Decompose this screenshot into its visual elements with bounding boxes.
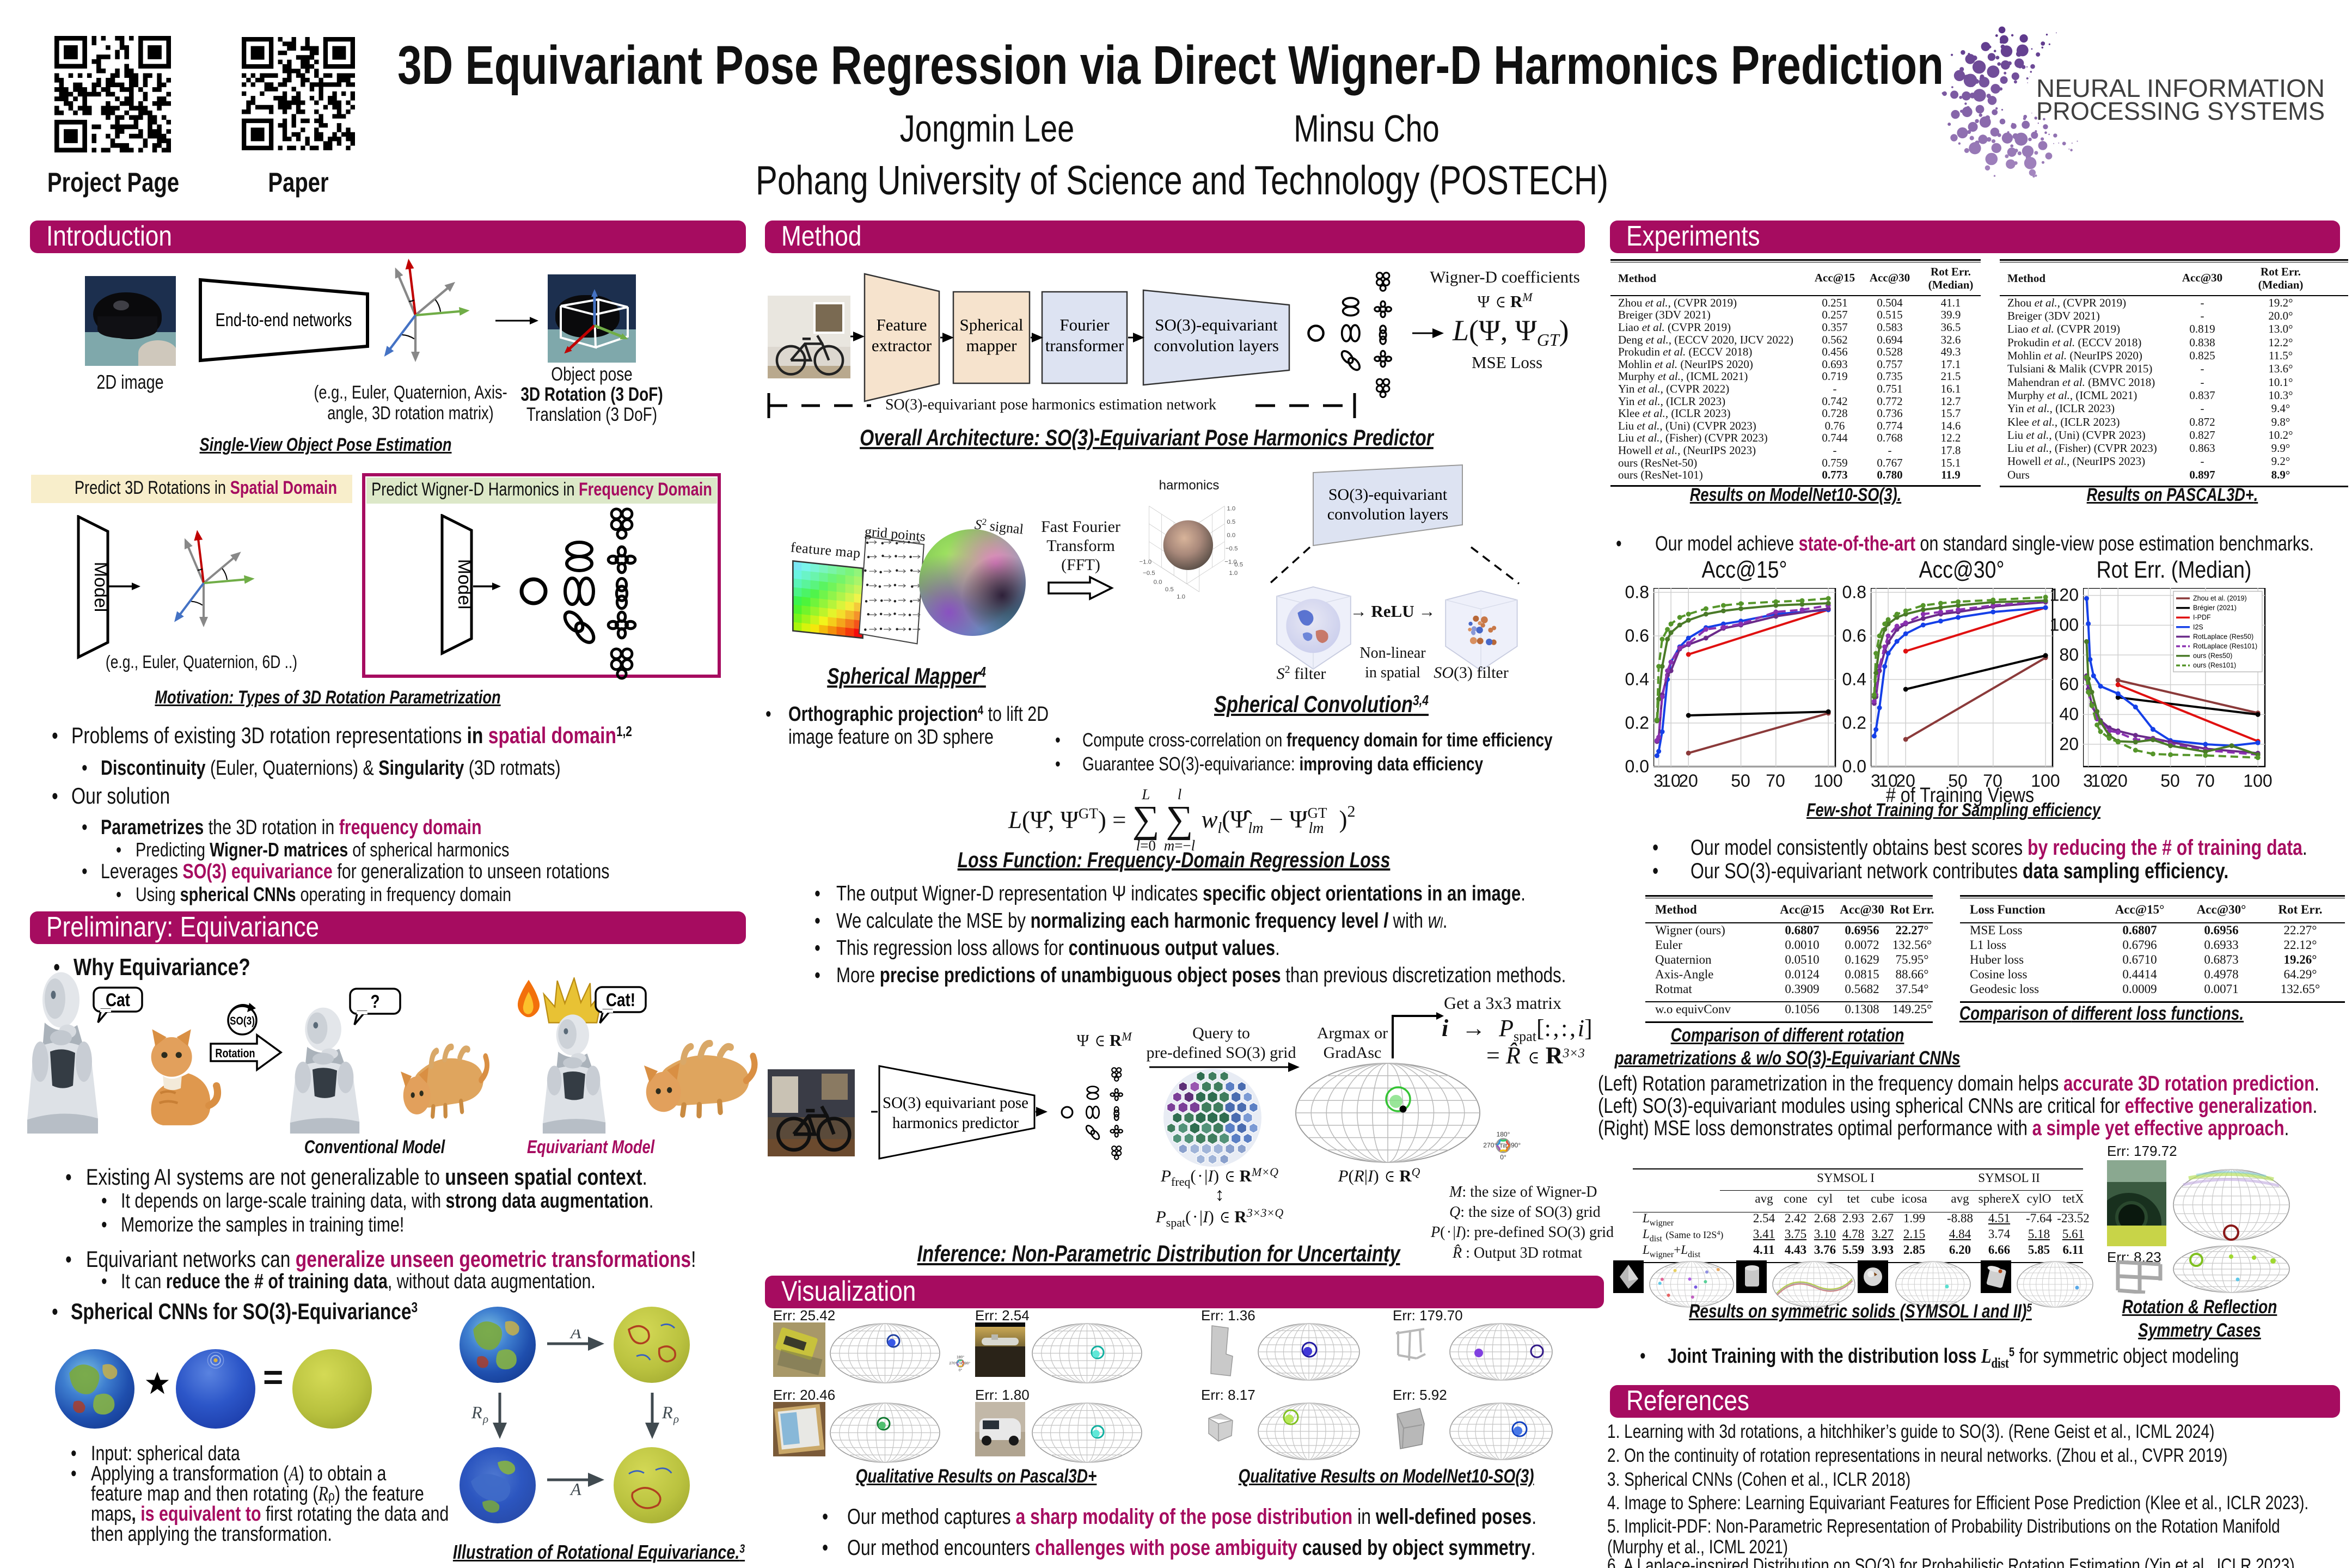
svg-text:1.0: 1.0 [1177, 593, 1185, 600]
svg-text:Cat: Cat [106, 990, 130, 1010]
svg-text:90°: 90° [1511, 1141, 1521, 1149]
svg-text:−0.5: −0.5 [1226, 546, 1238, 552]
svg-text:Zhou et al. (2019): Zhou et al. (2019) [2193, 595, 2247, 602]
svg-text:0°: 0° [1500, 1153, 1506, 1161]
svg-text:90°: 90° [965, 1361, 971, 1365]
svg-text:mapper: mapper [966, 336, 1018, 355]
svg-text:Spherical: Spherical [959, 315, 1023, 334]
svg-text:harmonics predictor: harmonics predictor [892, 1114, 1019, 1132]
svg-text:ρ: ρ [482, 1412, 488, 1425]
svg-text:0.5: 0.5 [1165, 586, 1174, 593]
svg-text:End-to-end networks: End-to-end networks [216, 309, 352, 330]
svg-text:extractor: extractor [872, 336, 932, 355]
svg-text:0.5: 0.5 [1227, 519, 1235, 525]
svg-text:A: A [569, 1330, 581, 1342]
svg-text:I-PDF: I-PDF [2193, 614, 2211, 621]
svg-text:ρ: ρ [673, 1412, 679, 1425]
svg-text:RotLaplace (Res101): RotLaplace (Res101) [2193, 642, 2257, 650]
svg-text:0.5: 0.5 [1234, 562, 1243, 568]
svg-text:Fourier: Fourier [1059, 315, 1110, 334]
svg-text:1.0: 1.0 [1229, 570, 1238, 577]
svg-text:NEURAL INFORMATION: NEURAL INFORMATION [2036, 74, 2325, 102]
svg-text:SO(3) equivariant pose: SO(3) equivariant pose [883, 1094, 1028, 1112]
svg-text:Feature: Feature [877, 315, 927, 334]
svg-text:R: R [471, 1402, 482, 1422]
svg-text:?: ? [370, 991, 379, 1012]
svg-text:270°: 270° [1483, 1141, 1497, 1149]
svg-text:Model: Model [90, 562, 111, 612]
svg-text:Rotation: Rotation [215, 1047, 255, 1060]
svg-text:Cat!: Cat! [606, 990, 635, 1010]
svg-text:R: R [661, 1402, 673, 1422]
svg-text:−1.0: −1.0 [1224, 559, 1237, 566]
svg-text:convolution layers: convolution layers [1327, 505, 1448, 523]
svg-text:ours (Res101): ours (Res101) [2193, 661, 2236, 669]
svg-text:SO(3)-equivariant: SO(3)-equivariant [1155, 315, 1278, 334]
svg-text:Model: Model [454, 559, 475, 610]
svg-text:180°: 180° [1496, 1131, 1510, 1138]
svg-text:−0.5: −0.5 [1143, 570, 1155, 577]
svg-text:270°: 270° [949, 1361, 957, 1365]
svg-text:A: A [569, 1479, 581, 1496]
svg-text:Tilt: Tilt [958, 1362, 963, 1365]
svg-text:transformer: transformer [1045, 336, 1124, 355]
svg-text:RotLaplace (Res50): RotLaplace (Res50) [2193, 633, 2253, 640]
svg-text:1.0: 1.0 [1227, 506, 1235, 512]
svg-text:180°: 180° [957, 1355, 964, 1359]
svg-text:SO(3)-equivariant: SO(3)-equivariant [1328, 486, 1448, 504]
svg-text:0°: 0° [959, 1368, 963, 1372]
svg-text:Brégier (2021): Brégier (2021) [2193, 604, 2237, 612]
svg-text:SO(3): SO(3) [230, 1015, 255, 1028]
svg-text:Tilt: Tilt [1499, 1143, 1507, 1149]
svg-text:0.0: 0.0 [1227, 532, 1235, 539]
svg-text:convolution layers: convolution layers [1154, 336, 1279, 355]
svg-text:−1.0: −1.0 [1140, 559, 1152, 566]
svg-text:PROCESSING SYSTEMS: PROCESSING SYSTEMS [2036, 97, 2325, 125]
svg-text:I2S: I2S [2193, 623, 2203, 631]
svg-text:ours (Res50): ours (Res50) [2193, 652, 2232, 660]
svg-text:0.0: 0.0 [1154, 579, 1162, 585]
